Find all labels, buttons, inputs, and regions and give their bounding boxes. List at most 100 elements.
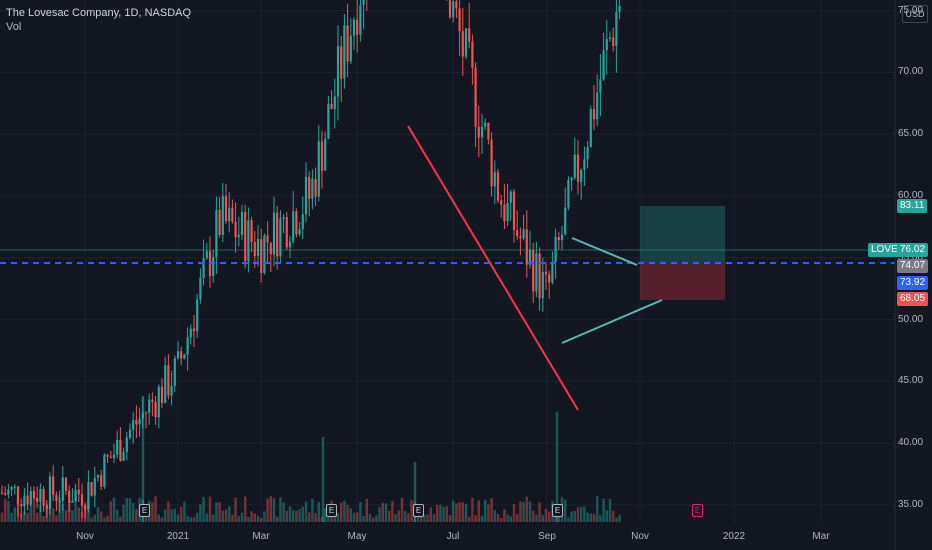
volume-bar xyxy=(256,515,260,522)
downtrend-line[interactable] xyxy=(407,125,579,411)
price-tick-label: 65.00 xyxy=(898,128,924,140)
candle-body xyxy=(218,209,221,235)
candle-body xyxy=(346,25,349,62)
candle-body xyxy=(487,122,490,140)
candle-body xyxy=(58,500,61,502)
volume-bar xyxy=(13,507,16,522)
candle-body xyxy=(544,271,548,275)
volume-bar xyxy=(0,512,4,522)
volume-bar xyxy=(452,500,455,522)
volume-bar xyxy=(605,510,608,522)
candle-body xyxy=(468,28,471,42)
candle-body xyxy=(55,494,58,502)
stop-zone[interactable] xyxy=(640,263,725,300)
currency-button[interactable]: USD xyxy=(902,5,928,23)
volume-bars xyxy=(0,396,621,522)
candle-body xyxy=(199,277,202,300)
volume-bar xyxy=(93,514,96,522)
candle-body xyxy=(317,141,320,197)
volume-bar xyxy=(304,501,308,522)
candle-body xyxy=(455,1,458,9)
candle-body xyxy=(23,495,26,507)
volume-bar xyxy=(250,511,253,522)
candle-body xyxy=(132,420,135,430)
candle-body xyxy=(583,159,586,170)
volume-bar xyxy=(173,508,176,522)
volume-bar xyxy=(464,503,468,522)
candle-body xyxy=(362,0,365,5)
volume-bar xyxy=(196,512,199,522)
candle-body xyxy=(282,217,285,219)
volume-bar xyxy=(503,509,506,522)
earnings-marker[interactable]: E xyxy=(552,504,563,517)
volume-bar xyxy=(548,511,551,522)
candle-body xyxy=(564,207,567,235)
volume-bar xyxy=(176,514,180,522)
candle-body xyxy=(589,109,592,148)
candle-body xyxy=(109,456,112,459)
candle-body xyxy=(100,475,103,487)
triangle-lower-line[interactable] xyxy=(561,299,663,344)
volume-bar xyxy=(55,515,58,522)
triangle-upper-line[interactable] xyxy=(571,237,638,266)
candle-body xyxy=(269,242,272,255)
candle-body xyxy=(324,138,327,171)
earnings-marker[interactable]: E xyxy=(326,504,337,517)
candle-body xyxy=(509,191,512,203)
volume-bar xyxy=(170,509,173,522)
last-price-tag: 76.02 xyxy=(897,243,929,257)
volume-bar xyxy=(445,506,448,522)
candle-body xyxy=(119,439,122,461)
time-tick-label: Jul xyxy=(446,531,460,542)
candle-body xyxy=(541,271,544,299)
earnings-marker[interactable]: E xyxy=(139,504,150,517)
candle-body xyxy=(151,399,154,402)
volume-bar xyxy=(183,501,186,522)
volume-bar xyxy=(29,500,32,522)
candle-body xyxy=(336,46,340,97)
volume-bar xyxy=(189,517,192,522)
volume-bar xyxy=(282,502,285,522)
volume-bar xyxy=(484,500,487,522)
volume-bar xyxy=(570,511,573,522)
candle-body xyxy=(80,494,84,506)
volume-bar xyxy=(285,510,288,522)
candle-body xyxy=(61,477,64,501)
candle-body xyxy=(452,1,455,18)
volume-bar xyxy=(180,506,183,522)
volume-bar xyxy=(106,515,109,522)
target-price-tag: 83.11 xyxy=(897,199,928,213)
earnings-marker[interactable]: E xyxy=(413,504,424,517)
volume-bar xyxy=(96,507,100,522)
candle-body xyxy=(538,253,541,299)
candle-body xyxy=(173,358,176,387)
candle-body xyxy=(311,178,314,199)
volume-bar xyxy=(407,513,410,522)
volume-bar xyxy=(266,498,269,522)
earnings-marker-upcoming[interactable]: E xyxy=(692,504,703,517)
price-tick-label: 35.00 xyxy=(898,499,924,510)
volume-bar xyxy=(455,503,458,522)
candle-body xyxy=(122,452,125,461)
volume-bar xyxy=(599,515,602,522)
candle-body xyxy=(356,19,359,35)
volume-bar xyxy=(372,517,375,522)
target-zone[interactable] xyxy=(640,206,725,263)
candle-body xyxy=(68,490,71,503)
volume-bar xyxy=(352,512,356,522)
volume-indicator-label[interactable]: Vol xyxy=(6,21,22,33)
volume-bar xyxy=(218,502,221,522)
candle-body xyxy=(496,172,500,201)
candle-body xyxy=(192,328,196,332)
volume-bar xyxy=(317,501,320,522)
candle-body xyxy=(525,229,528,265)
volume-bar xyxy=(164,509,167,522)
volume-bar xyxy=(336,512,340,522)
candle-body xyxy=(586,147,589,160)
volume-bar xyxy=(544,508,548,522)
candle-body xyxy=(234,221,237,238)
price-tick-label: 75.00 xyxy=(898,4,924,16)
volume-bar xyxy=(557,514,560,522)
volume-bar xyxy=(429,507,432,522)
